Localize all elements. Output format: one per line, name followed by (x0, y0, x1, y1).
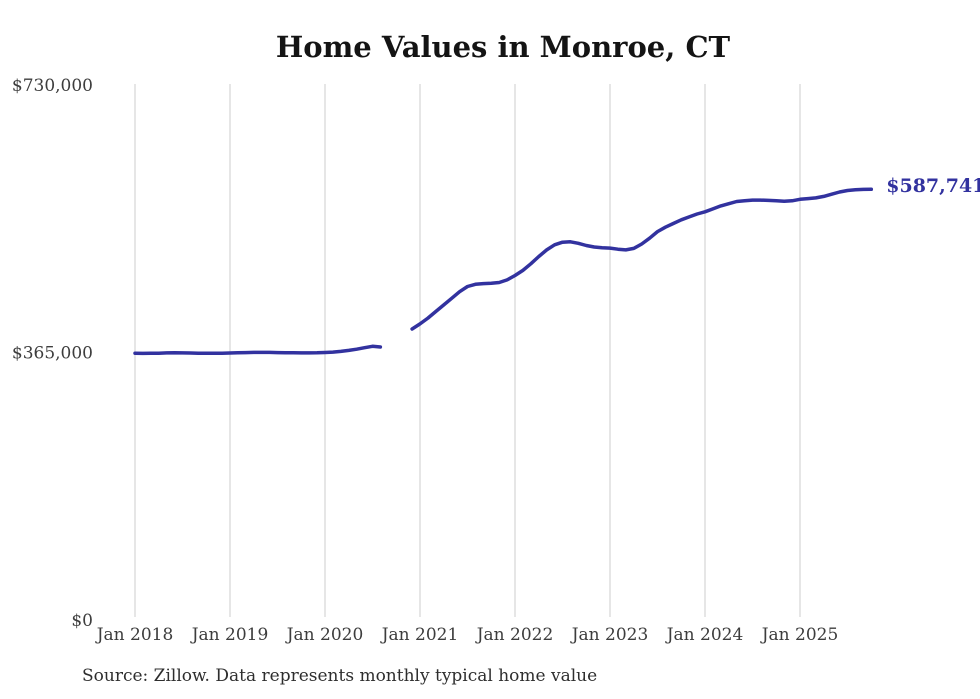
x-tick-label: Jan 2023 (570, 625, 649, 645)
x-tick-label: Jan 2022 (475, 625, 554, 645)
series-group (133, 187, 874, 356)
x-axis-tick-labels: Jan 2018 Jan 2019 Jan 2020 Jan 2021 Jan 2022… (95, 625, 839, 645)
y-axis-tick-labels: $0 $365,000 $730,000 (12, 76, 93, 631)
x-tick-label: Jan 2021 (380, 625, 459, 645)
gridlines-group (134, 84, 801, 617)
y-tick-label: $730,000 (12, 76, 93, 96)
x-tick-label: Jan 2024 (665, 625, 744, 645)
source-note: Source: Zillow. Data represents monthly … (82, 666, 598, 686)
x-tick-label: Jan 2019 (190, 625, 269, 645)
home-value-line (133, 187, 874, 356)
x-tick-label: Jan 2025 (760, 625, 839, 645)
x-tick-label: Jan 2018 (95, 625, 174, 645)
chart-title: Home Values in Monroe, CT (275, 30, 731, 64)
y-tick-label: $365,000 (12, 344, 93, 364)
y-tick-label: $0 (71, 611, 93, 631)
x-tick-label: Jan 2020 (285, 625, 364, 645)
current-value-label: $587,741 (886, 175, 980, 198)
